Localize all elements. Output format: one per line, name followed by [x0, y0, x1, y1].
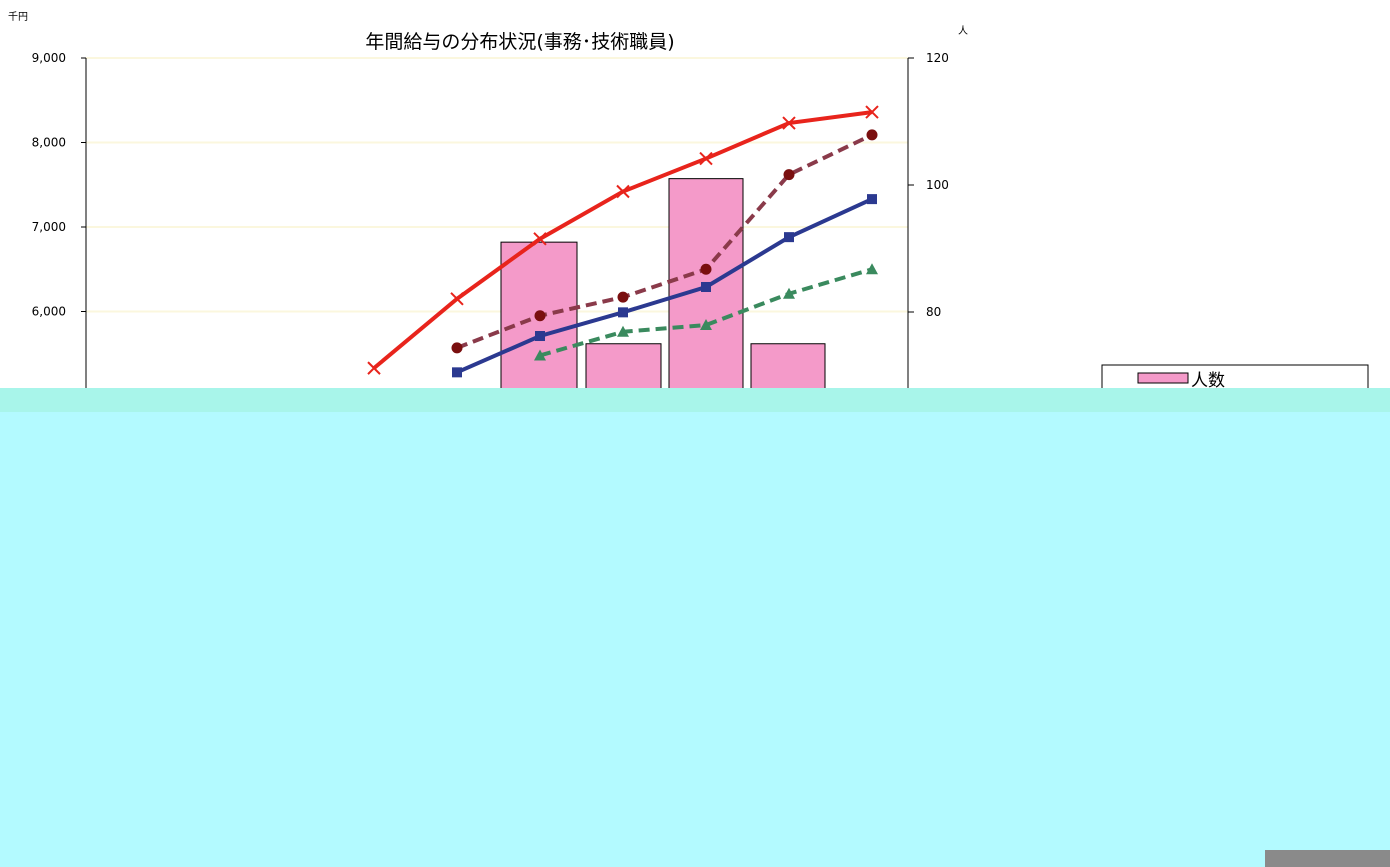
point-marker-circle: [534, 310, 546, 322]
point-marker-circle: [866, 129, 878, 141]
point-marker-square: [784, 232, 794, 243]
series-line: [539, 267, 873, 358]
point-marker-triangle: [617, 325, 629, 337]
corner-block: [1265, 850, 1390, 867]
bar-count: [668, 178, 744, 421]
series-line: [456, 197, 873, 375]
left-tick-label: 9,000: [32, 51, 66, 65]
corrupted-band-top: [0, 388, 1390, 412]
point-marker-x: [367, 361, 381, 375]
corrupted-region: [0, 412, 1390, 867]
right-tick-label: 80: [926, 305, 941, 319]
left-tick-label: 6,000: [32, 305, 66, 319]
point-marker-square: [535, 331, 545, 342]
point-marker-circle: [700, 263, 712, 275]
line-series-group: [367, 105, 879, 378]
point-marker-x: [616, 184, 630, 199]
legend-swatch-count: [1137, 372, 1189, 384]
series-line: [456, 133, 873, 350]
point-marker-square: [701, 281, 711, 292]
point-marker-square: [618, 307, 628, 318]
right-axis-unit: 人: [958, 25, 968, 37]
right-tick-label: 120: [926, 51, 949, 65]
point-marker-x: [865, 105, 879, 119]
point-marker-x: [699, 151, 713, 166]
point-marker-triangle: [783, 287, 795, 299]
point-marker-circle: [617, 291, 629, 303]
point-marker-square: [452, 367, 462, 378]
legend-label-count: 人数: [1191, 371, 1225, 391]
point-marker-circle: [451, 342, 463, 354]
left-tick-label: 7,000: [32, 220, 66, 234]
right-tick-label: 100: [926, 178, 949, 192]
point-marker-x: [782, 116, 796, 130]
chart-title: 年間給与の分布状況(事務･技術職員): [365, 31, 674, 53]
left-tick-label: 8,000: [32, 136, 66, 150]
point-marker-triangle: [866, 263, 878, 275]
point-marker-circle: [783, 169, 795, 181]
point-marker-triangle: [534, 349, 546, 361]
point-marker-x: [533, 232, 547, 246]
point-marker-square: [867, 194, 877, 205]
point-marker-x: [450, 292, 464, 306]
left-axis-unit: 千円: [8, 11, 28, 23]
point-marker-triangle: [700, 319, 712, 331]
